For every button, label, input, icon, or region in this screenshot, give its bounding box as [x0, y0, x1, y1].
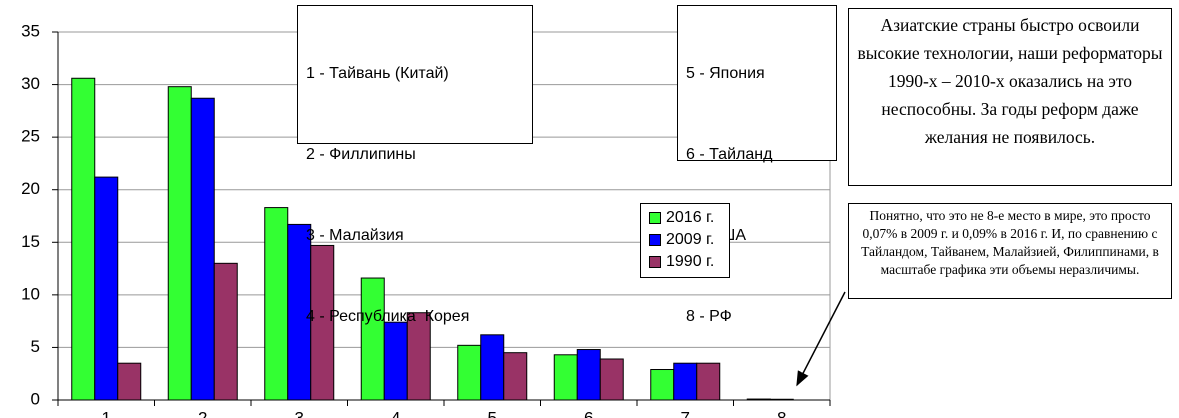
bar [650, 369, 675, 401]
legend-label: 1990 г. [666, 253, 715, 270]
bar [576, 349, 601, 401]
bar [553, 354, 578, 401]
x-tick-label: 8 [777, 408, 786, 418]
legend-entry: 2009 г. [649, 229, 729, 251]
arrow [796, 291, 846, 387]
y-tick-label: 10 [21, 284, 40, 303]
x-tick-label: 7 [681, 408, 690, 418]
note: Понятно, что это не 8-е место в мире, эт… [848, 203, 1172, 299]
key-entry: 6 - Тайланд [686, 146, 773, 163]
key-box: 5 - Япония 6 - Тайланд 7 - США 8 - РФ [677, 5, 837, 325]
bar [310, 244, 335, 401]
y-tick-label: 0 [31, 389, 40, 408]
y-tick-label: 5 [31, 337, 40, 356]
bar [190, 97, 215, 401]
y-tick-label: 35 [21, 21, 40, 40]
legend-swatch [649, 212, 661, 224]
x-tick-label: 1 [102, 408, 111, 418]
note: Азиатские страны быстро освоили высокие … [848, 8, 1172, 186]
key-entry: 3 - Малайзия [306, 227, 404, 244]
legend-label: 2016 г. [666, 209, 715, 226]
legend: 2016 г. 2009 г. 1990 г. [640, 203, 730, 278]
bar [406, 312, 431, 401]
legend-label: 2009 г. [666, 231, 715, 248]
y-tick-label: 25 [21, 127, 40, 146]
y-tick-label: 15 [21, 232, 40, 251]
key-entry: 5 - Япония [686, 65, 765, 82]
legend-swatch [649, 234, 661, 246]
x-tick-label: 5 [488, 408, 497, 418]
bar [117, 362, 142, 401]
bar [769, 398, 794, 401]
bar [746, 398, 771, 401]
bar [71, 77, 96, 401]
x-tick-label: 2 [198, 408, 207, 418]
bar [503, 352, 528, 401]
x-tick-label: 3 [295, 408, 304, 418]
bar [696, 362, 721, 401]
bar [599, 358, 624, 401]
key-entry: 4 - Республика Корея [306, 308, 470, 325]
x-tick-label: 4 [391, 408, 400, 418]
legend-swatch [649, 256, 661, 268]
key-entry: 2 - Филлипины [306, 146, 416, 163]
bar [673, 362, 698, 401]
bar [167, 86, 192, 401]
bar [264, 207, 289, 401]
y-tick-label: 30 [21, 74, 40, 93]
y-tick-label: 20 [21, 179, 40, 198]
key-box: 1 - Тайвань (Китай) 2 - Филлипины 3 - Ма… [297, 5, 533, 325]
key-entry: 8 - РФ [686, 308, 732, 325]
key-entry: 1 - Тайвань (Китай) [306, 65, 449, 82]
bar [213, 262, 238, 401]
legend-entry: 1990 г. [649, 251, 729, 273]
bar [94, 176, 119, 401]
legend-entry: 2016 г. [649, 207, 729, 229]
x-tick-label: 6 [584, 408, 593, 418]
